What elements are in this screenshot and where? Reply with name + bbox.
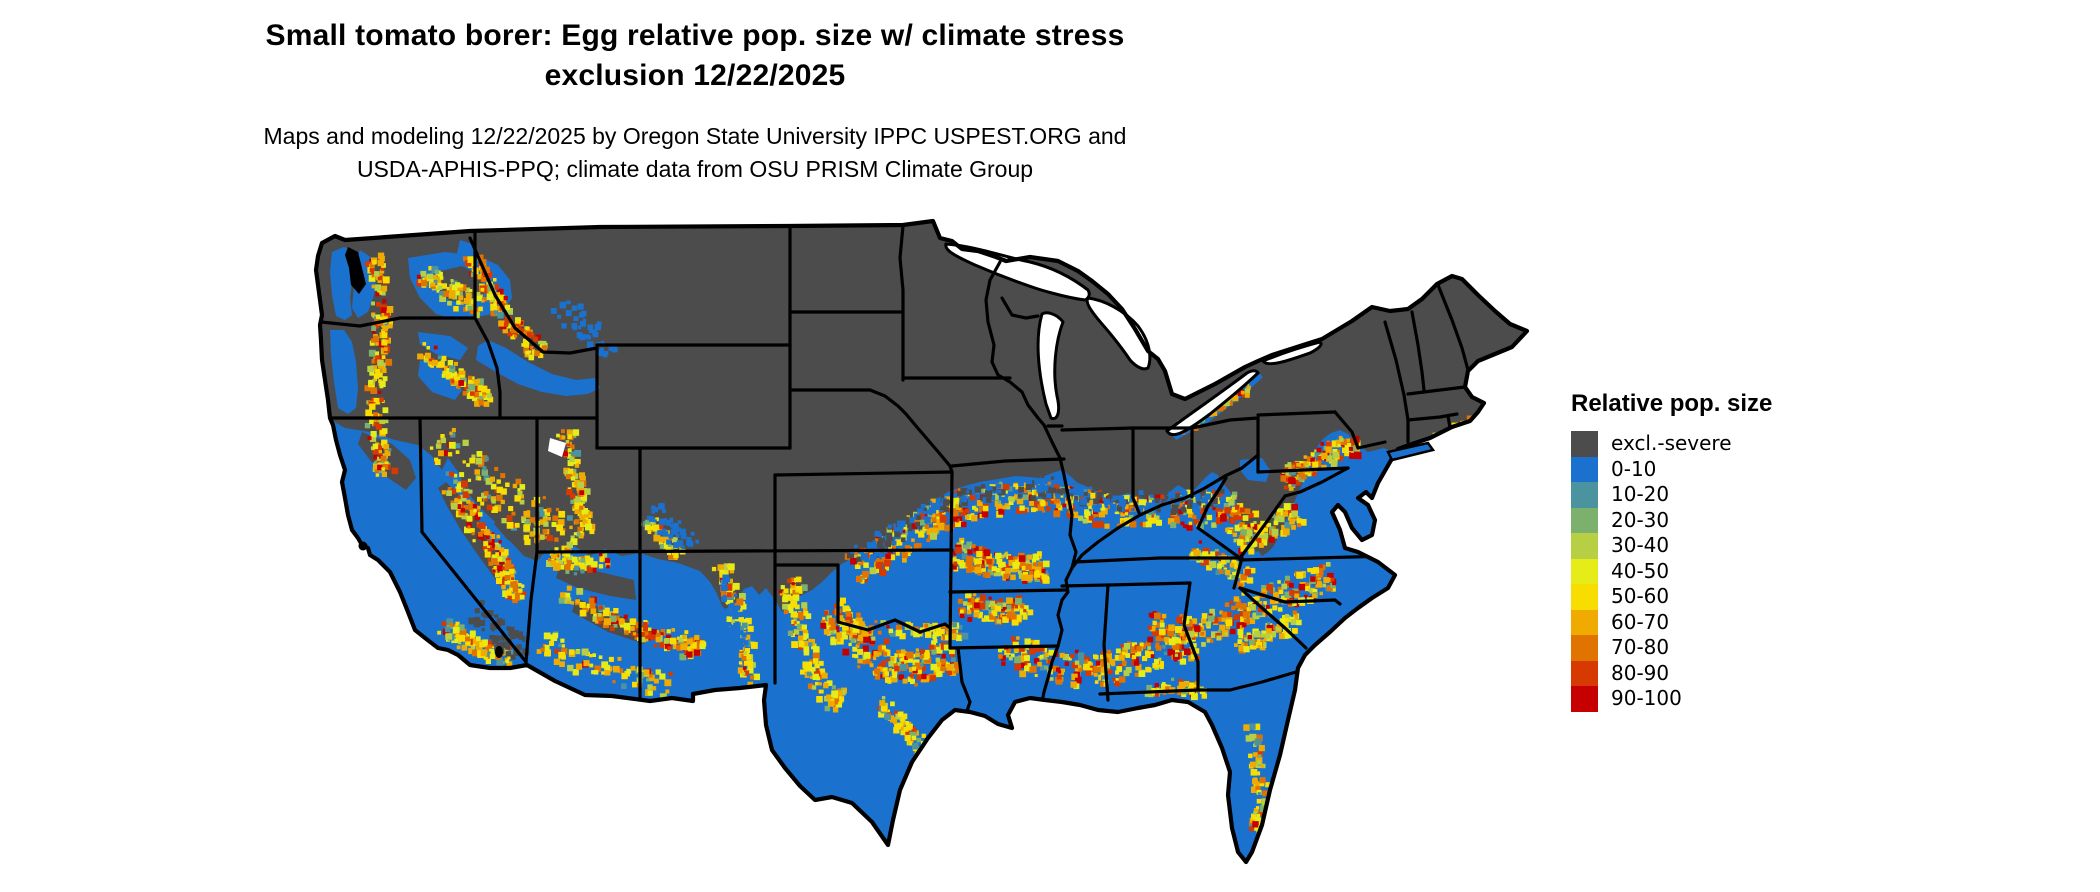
legend-item: 90-100	[1571, 686, 1831, 712]
legend-item-label: 40-50	[1611, 558, 1670, 583]
legend-swatch-3	[1571, 507, 1598, 533]
legend-item: 70-80	[1571, 635, 1831, 661]
us-map	[298, 218, 1560, 892]
legend-item-label: 10-20	[1611, 482, 1670, 506]
us-outline	[313, 218, 1530, 865]
legend-swatch-5	[1571, 558, 1598, 584]
map-subtitle-line1: Maps and modeling 12/22/2025 by Oregon S…	[263, 123, 1127, 149]
legend-swatch-9	[1571, 660, 1598, 686]
legend-item: 20-30	[1571, 507, 1831, 533]
great-salt-lake	[548, 438, 566, 457]
legend-item: 10-20	[1571, 482, 1831, 508]
legend-item-label: 90-100	[1611, 686, 1682, 710]
map-subtitle-line2: USDA-APHIS-PPQ; climate data from OSU PR…	[356, 156, 1034, 182]
legend-swatch-7	[1571, 609, 1598, 635]
map-title-line2: exclusion 12/22/2025	[544, 59, 846, 92]
legend-items: excl.-severe 0-10 10-20 20-30 30-40 40-50 50-6…	[1571, 431, 1831, 712]
map-title-line1: Small tomato borer: Egg relative pop. si…	[265, 19, 1125, 52]
legend-title: Relative pop. size	[1571, 390, 1773, 417]
legend-item: excl.-severe	[1571, 431, 1831, 457]
legend-swatch-0	[1571, 431, 1598, 457]
salton-sea	[495, 646, 503, 658]
legend-item-label: 60-70	[1611, 609, 1670, 634]
legend-item: 0-10	[1571, 456, 1831, 482]
legend-item: 50-60	[1571, 584, 1831, 610]
lake-huron	[1085, 296, 1152, 371]
legend-item: 60-70	[1571, 609, 1831, 635]
map-title: Small tomato borer: Egg relative pop. si…	[0, 16, 1390, 96]
lake-erie	[1165, 369, 1260, 437]
legend-swatch-1	[1571, 456, 1598, 482]
legend-item: 40-50	[1571, 558, 1831, 584]
legend-item: 80-90	[1571, 660, 1831, 686]
legend-swatch-4	[1571, 533, 1598, 559]
legend-item-label: 0-10	[1611, 456, 1657, 481]
legend-item-label: 20-30	[1611, 507, 1670, 532]
legend-item-label: 70-80	[1611, 635, 1670, 659]
legend-swatch-6	[1571, 584, 1598, 610]
legend-item-label: 80-90	[1611, 660, 1670, 685]
legend-item-label: 50-60	[1611, 584, 1670, 608]
lake-michigan	[1036, 311, 1065, 421]
us-map-canvas	[313, 218, 1530, 865]
state-borders	[318, 224, 1470, 716]
legend-swatch-10	[1571, 686, 1598, 712]
legend-item: 30-40	[1571, 533, 1831, 559]
legend-item-label: excl.-severe	[1611, 431, 1732, 455]
puget-sound	[345, 247, 366, 294]
legend-item-label: 30-40	[1611, 533, 1670, 557]
legend: Relative pop. size excl.-severe 0-10 10-20…	[1571, 390, 1831, 712]
map-subtitle: Maps and modeling 12/22/2025 by Oregon S…	[0, 120, 1390, 186]
population-hotspot-speckles	[364, 252, 1480, 838]
legend-swatch-2	[1571, 482, 1598, 508]
legend-swatch-8	[1571, 635, 1598, 661]
long-island	[1386, 441, 1436, 462]
san-francisco-bay	[358, 541, 368, 551]
great-lakes	[944, 242, 1323, 437]
lake-superior	[944, 242, 1091, 302]
